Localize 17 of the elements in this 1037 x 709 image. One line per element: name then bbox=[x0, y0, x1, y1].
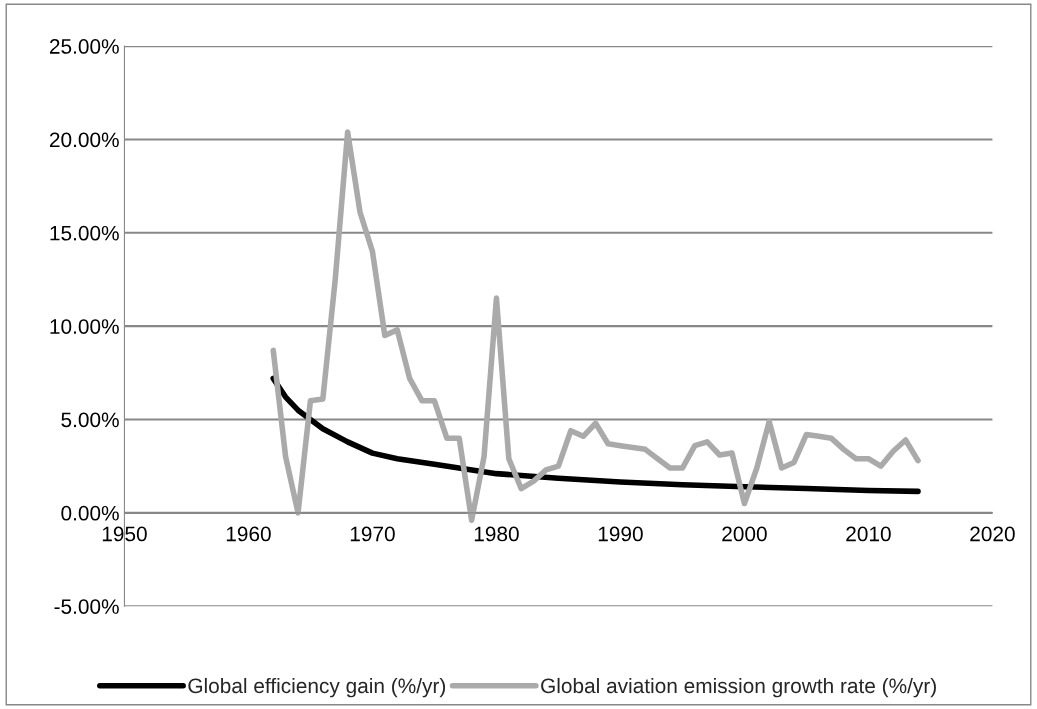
y-tick-label: -5.00% bbox=[54, 599, 119, 614]
x-tick-label: 1980 bbox=[474, 526, 519, 542]
y-tick-label: 25.00% bbox=[49, 39, 119, 54]
y-tick-label: 10.00% bbox=[50, 319, 119, 334]
y-tick-label: 20.00% bbox=[49, 132, 119, 148]
x-tick-label: 1990 bbox=[598, 526, 643, 542]
x-tick-label: 1950 bbox=[102, 526, 147, 542]
legend-label: Global efficiency gain (%/yr) bbox=[188, 677, 446, 698]
y-tick-label: 0.00% bbox=[61, 505, 119, 521]
x-tick-label: 2010 bbox=[846, 526, 891, 542]
legend-label: Global aviation emission growth rate (%/yr) bbox=[541, 677, 936, 698]
x-tick-label: 2000 bbox=[722, 526, 767, 542]
x-tick-label: 1970 bbox=[350, 526, 395, 542]
y-tick-label: 15.00% bbox=[50, 225, 119, 241]
x-tick-label: 1960 bbox=[226, 526, 271, 542]
y-tick-label: 5.00% bbox=[61, 412, 119, 428]
x-tick-label: 2020 bbox=[970, 526, 1015, 542]
